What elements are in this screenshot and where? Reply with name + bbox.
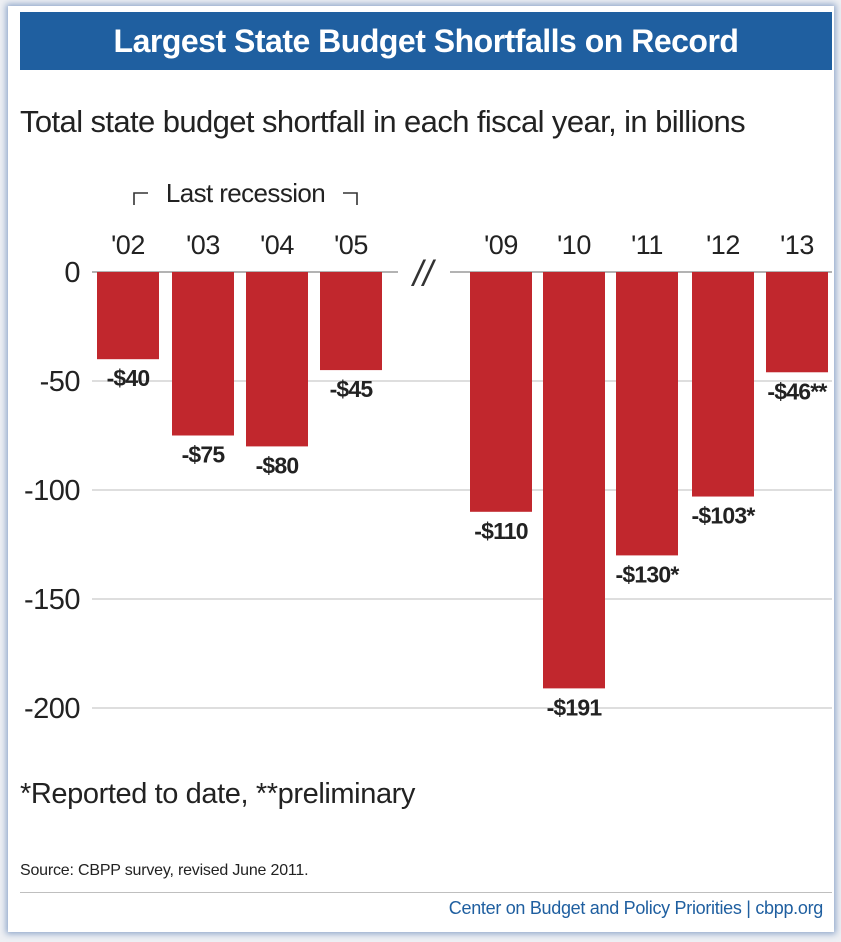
axis-break-gap: [398, 256, 450, 288]
data-label: -$45: [330, 376, 374, 402]
x-tick-label: '13: [780, 230, 814, 260]
data-label: -$80: [256, 452, 299, 478]
bracket-left: [133, 192, 148, 205]
x-tick-label: '09: [484, 230, 518, 260]
bar: [692, 272, 754, 497]
data-label: -$46**: [767, 378, 827, 404]
y-tick-label: -50: [40, 366, 80, 398]
bar: [543, 272, 605, 689]
y-tick-label: 0: [64, 257, 80, 289]
title-bar: Largest State Budget Shortfalls on Recor…: [20, 12, 832, 70]
x-tick-label: '10: [557, 230, 591, 260]
x-tick-label: '11: [631, 230, 663, 260]
x-tick-label: '04: [260, 230, 294, 260]
bar: [320, 272, 382, 371]
bar: [616, 272, 678, 556]
bar: [470, 272, 532, 512]
chart-subtitle: Total state budget shortfall in each fis…: [20, 104, 746, 139]
x-tick-label: '03: [186, 230, 220, 260]
data-label: -$191: [547, 694, 603, 720]
y-tick-label: -100: [24, 475, 80, 507]
chart-title: Largest State Budget Shortfalls on Recor…: [113, 22, 739, 59]
bar: [246, 272, 308, 447]
bracket-right: [343, 192, 358, 205]
y-tick-label: -200: [24, 693, 80, 725]
source-note: Source: CBPP survey, revised June 2011.: [20, 862, 309, 879]
data-label: -$110: [474, 518, 528, 544]
y-tick-label: -150: [24, 584, 80, 616]
bar: [97, 272, 159, 360]
footer-divider: [20, 892, 832, 893]
bar: [766, 272, 828, 373]
credit-link[interactable]: Center on Budget and Policy Priorities |…: [448, 898, 824, 918]
footnote: *Reported to date, **preliminary: [20, 778, 416, 810]
data-label: -$75: [182, 442, 226, 468]
data-label: -$103*: [692, 503, 756, 529]
data-label: -$40: [107, 365, 150, 391]
axis-break-mark: //: [410, 253, 437, 294]
x-tick-label: '05: [334, 230, 368, 260]
bar: [172, 272, 234, 436]
x-tick-label: '12: [706, 230, 740, 260]
x-tick-label: '02: [111, 230, 145, 260]
bracket-label: Last recession: [166, 178, 325, 208]
data-label: -$130*: [616, 561, 680, 587]
